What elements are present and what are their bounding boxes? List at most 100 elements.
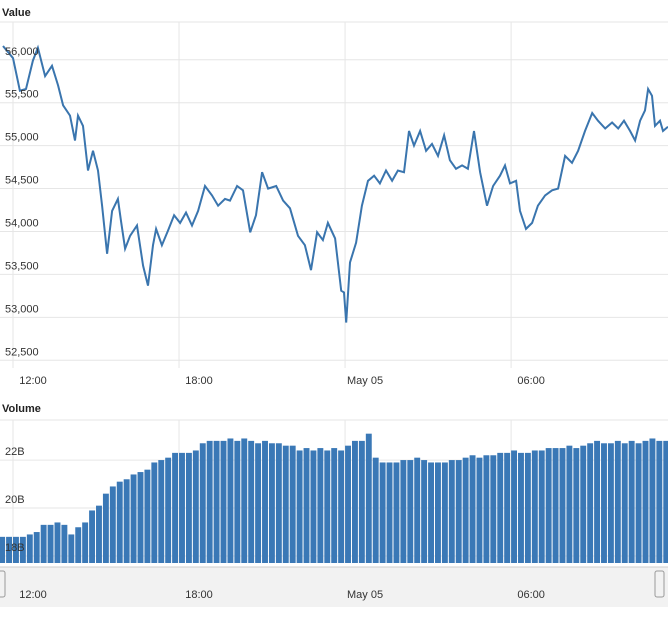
volume-bar (559, 448, 566, 563)
volume-bar (656, 440, 663, 563)
volume-bar (33, 532, 40, 563)
volume-bar (68, 534, 75, 563)
x-tick-label: 06:00 (517, 375, 545, 387)
volume-bar (504, 452, 511, 563)
navigator-handle[interactable] (654, 570, 665, 598)
volume-bar (594, 440, 601, 563)
volume-bar (414, 457, 421, 563)
volume-bar (448, 460, 455, 563)
volume-bar (663, 440, 668, 563)
volume-bar (158, 460, 165, 563)
volume-bar (400, 460, 407, 563)
volume-bar (241, 438, 248, 563)
volume-bar (165, 457, 172, 563)
volume-bar (248, 440, 255, 563)
volume-bar (469, 455, 476, 563)
volume-bar (386, 462, 393, 563)
volume-bar (130, 474, 137, 563)
volume-bar (275, 443, 282, 563)
volume-bar (324, 450, 331, 563)
y-tick-label: 53,000 (5, 303, 39, 315)
volume-bar (262, 440, 268, 563)
volume-bar (511, 450, 518, 563)
volume-bar (192, 450, 199, 563)
x-tick-label: 18:00 (185, 375, 213, 387)
x-tick-label: 18:00 (185, 589, 213, 601)
volume-bar (476, 457, 483, 563)
volume-bar (552, 448, 559, 563)
volume-bar (621, 443, 628, 563)
volume-bar (123, 479, 130, 563)
volume-bar (268, 443, 275, 563)
volume-bar (345, 445, 351, 563)
volume-bar (310, 450, 317, 563)
volume-bar (545, 448, 552, 563)
volume-bar (40, 524, 47, 563)
y-tick-label: 20B (5, 494, 25, 506)
y-tick-label: 53,500 (5, 260, 39, 272)
volume-bar (172, 452, 179, 563)
x-tick-label: 06:00 (517, 589, 545, 601)
volume-bar (54, 522, 61, 563)
volume-bar (179, 452, 185, 563)
volume-bar (351, 440, 358, 563)
volume-bar (96, 505, 102, 563)
navigator-handle[interactable] (0, 570, 6, 598)
volume-bar (61, 524, 68, 563)
volume-bar (407, 460, 414, 563)
volume-bar (282, 445, 289, 563)
volume-bar (490, 455, 497, 563)
volume-bar (227, 438, 234, 563)
plot-area (0, 420, 668, 563)
chart-title: Volume (2, 403, 41, 415)
volume-bar (573, 448, 580, 563)
y-tick-label: 56,000 (5, 46, 39, 58)
volume-bar (0, 536, 6, 563)
volume-bar (635, 443, 642, 563)
volume-bar (75, 527, 82, 563)
volume-bar (518, 452, 524, 563)
volume-bar (393, 462, 400, 563)
volume-bar (435, 462, 441, 563)
x-tick-label: 12:00 (19, 375, 47, 387)
volume-bar (331, 448, 338, 563)
chart-title: Value (2, 7, 31, 19)
volume-bar (213, 440, 220, 563)
volume-bar (538, 450, 545, 563)
volume-bar (296, 450, 303, 563)
volume-bar (531, 450, 538, 563)
volume-bar (649, 438, 656, 563)
x-tick-label: May 05 (347, 589, 383, 601)
volume-bar (580, 445, 587, 563)
volume-bar (421, 460, 428, 563)
volume-bar (365, 433, 372, 563)
volume-bar (185, 452, 192, 563)
volume-bar (151, 462, 158, 563)
volume-bar (317, 448, 324, 563)
volume-bar (642, 440, 649, 563)
volume-bar (13, 536, 19, 563)
volume-bar (428, 462, 435, 563)
volume-bar (102, 493, 109, 563)
volume-bar (607, 443, 614, 563)
navigator (0, 567, 668, 607)
volume-bar (220, 440, 227, 563)
y-tick-label: 22B (5, 446, 25, 458)
y-tick-label: 54,000 (5, 217, 39, 229)
volume-bar (455, 460, 462, 563)
volume-bar (89, 510, 96, 563)
volume-bar (255, 443, 262, 563)
volume-bar (497, 452, 504, 563)
volume-bar (338, 450, 345, 563)
y-tick-label: 55,500 (5, 89, 39, 101)
y-tick-label: 52,500 (5, 346, 39, 358)
volume-bar (199, 443, 206, 563)
volume-bar (587, 443, 594, 563)
volume-bar (614, 440, 621, 563)
volume-bar (303, 448, 310, 563)
volume-bar (109, 486, 116, 563)
volume-bar (116, 481, 123, 563)
volume-bar (372, 457, 379, 563)
volume-bar (601, 443, 607, 563)
